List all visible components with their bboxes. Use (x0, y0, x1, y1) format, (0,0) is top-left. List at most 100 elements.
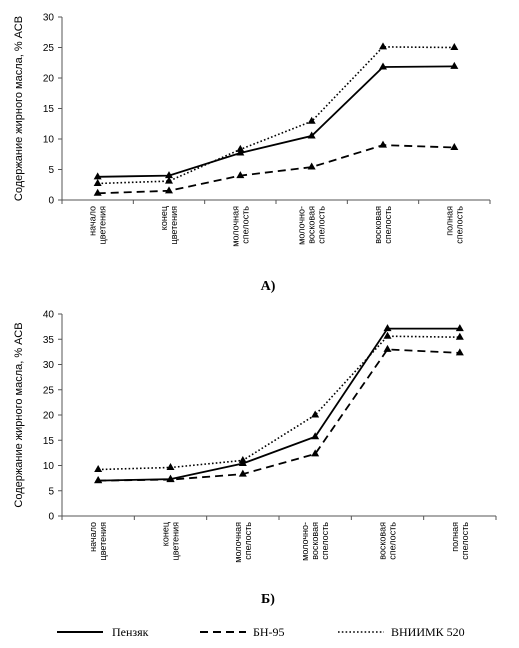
y-tick-label: 40 (43, 310, 55, 321)
series-line-2 (97, 46, 455, 185)
legend-label-2: ВНИИМК 520 (391, 625, 465, 639)
series-line-2 (98, 335, 460, 471)
y-tick-label: 35 (43, 335, 55, 346)
series-marker-0 (311, 432, 320, 440)
y-tick-label: 0 (48, 512, 54, 523)
x-category-label-line: спелость (243, 522, 253, 560)
x-category-label-line: молочная (230, 206, 240, 247)
y-tick-label: 20 (43, 74, 55, 85)
y-tick-label: 10 (43, 461, 55, 472)
series-line-0 (98, 327, 460, 482)
series-line-0 (97, 65, 455, 178)
y-tick-label: 25 (43, 43, 55, 54)
y-axis-label: Содержание жирного масла, % АСВ (13, 16, 25, 201)
series-marker-2 (311, 410, 320, 418)
series-marker-2 (94, 465, 103, 473)
x-category-label-line: восковая (373, 206, 383, 244)
x-category-label: конеццветения (161, 522, 181, 561)
series-marker-1 (383, 344, 392, 352)
x-category-label-line: конец (159, 206, 169, 230)
x-category-label-line: полная (450, 522, 460, 552)
x-category-label-line: восковая (307, 206, 317, 244)
series-marker-1 (450, 143, 459, 151)
panel-label: А) (261, 279, 276, 294)
x-category-label: началоцветения (88, 522, 108, 561)
x-category-label-line: спелость (388, 522, 398, 560)
series-marker-2 (166, 463, 175, 471)
x-category-label-line: спелость (454, 206, 464, 244)
series-marker-2 (307, 116, 316, 124)
x-category-label-line: начало (88, 522, 98, 552)
series-marker-2 (238, 455, 247, 463)
series-marker-1 (94, 476, 103, 484)
series-marker-1 (236, 171, 245, 179)
x-category-label-line: спелость (320, 522, 330, 560)
x-category-label-line: цветения (171, 522, 181, 561)
x-category-label-line: цветения (98, 206, 108, 245)
series-marker-1 (307, 162, 316, 170)
x-category-label: началоцветения (88, 206, 108, 245)
legend-label-0: Пензяк (112, 625, 149, 639)
x-category-label: конеццветения (159, 206, 179, 245)
y-tick-label: 20 (43, 411, 55, 422)
x-category-label-line: восковая (378, 522, 388, 560)
series-marker-0 (165, 171, 173, 179)
x-category-label: восковаяспелость (373, 206, 393, 244)
series-marker-2 (165, 176, 173, 184)
x-category-label-line: спелость (383, 206, 393, 244)
x-category-label-line: цветения (98, 522, 108, 561)
series-marker-2 (379, 42, 387, 50)
x-category-label: молочно-восковаяспелость (300, 522, 330, 561)
series-marker-2 (383, 331, 392, 339)
series-marker-2 (450, 43, 459, 50)
x-category-label: молочнаяспелость (233, 522, 253, 563)
x-category-label: молочно-восковаяспелость (297, 206, 327, 245)
x-category-label: молочнаяспелость (230, 206, 250, 247)
x-category-label-line: спелость (460, 522, 470, 560)
y-tick-label: 0 (48, 196, 54, 207)
panel-label: Б) (261, 592, 275, 607)
series-marker-0 (93, 172, 102, 180)
x-category-label-line: молочная (233, 522, 243, 563)
series-marker-0 (379, 62, 387, 70)
x-category-label: полнаяспелость (444, 206, 464, 244)
series-marker-1 (93, 188, 102, 196)
series-marker-0 (307, 131, 316, 139)
y-tick-label: 30 (43, 13, 55, 24)
series-line-1 (98, 348, 460, 482)
y-tick-label: 30 (43, 360, 55, 371)
series-line-1 (97, 144, 455, 195)
y-axis-label: Содержание жирного масла, % АСВ (13, 322, 25, 507)
y-tick-label: 15 (43, 104, 55, 115)
series-marker-0 (450, 61, 459, 69)
x-category-label-line: цветения (169, 206, 179, 245)
chart-legend: Пензяк БН-95 ВНИИМК 520 (57, 625, 465, 639)
x-category-label-line: восковая (310, 522, 320, 560)
x-category-label-line: спелость (240, 206, 250, 244)
series-marker-0 (455, 324, 464, 332)
y-tick-label: 5 (48, 486, 54, 497)
x-category-label-line: полная (444, 206, 454, 236)
x-category-label-line: конец (161, 522, 171, 546)
series-marker-0 (236, 148, 245, 156)
series-marker-1 (166, 475, 175, 483)
series-marker-1 (238, 469, 247, 477)
x-category-label: восковаяспелость (378, 522, 398, 560)
series-marker-1 (379, 140, 387, 148)
y-tick-label: 10 (43, 135, 55, 146)
series-marker-2 (236, 144, 245, 152)
series-marker-1 (455, 348, 464, 356)
series-marker-1 (311, 449, 320, 457)
y-tick-label: 5 (48, 165, 54, 176)
series-marker-1 (165, 186, 173, 194)
x-category-label-line: молочно- (300, 522, 310, 561)
x-category-label-line: молочно- (297, 206, 307, 245)
series-marker-2 (455, 332, 464, 340)
series-marker-0 (383, 324, 392, 332)
y-tick-label: 15 (43, 436, 55, 447)
y-tick-label: 25 (43, 385, 55, 396)
legend-label-1: БН-95 (253, 625, 285, 639)
